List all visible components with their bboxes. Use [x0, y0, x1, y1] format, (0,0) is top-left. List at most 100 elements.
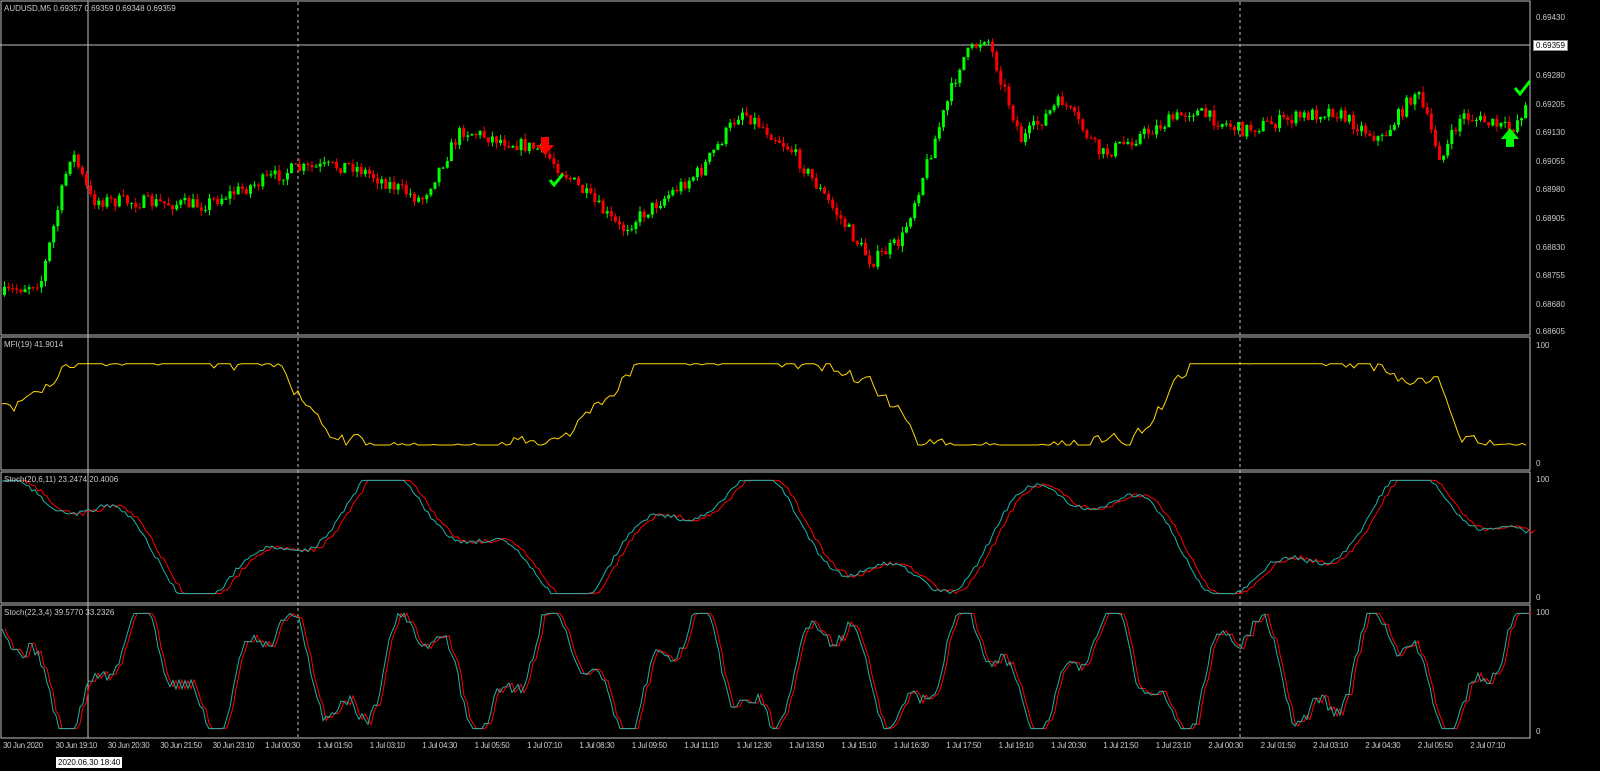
candle-body	[1315, 109, 1318, 120]
candle-body	[646, 214, 650, 218]
candle-body	[376, 178, 380, 184]
candle-body	[1286, 117, 1290, 120]
candle-body	[167, 203, 170, 206]
candle-body	[679, 181, 683, 192]
candle-body	[999, 70, 1003, 85]
candle-body	[1392, 124, 1396, 130]
candle-body	[712, 149, 716, 153]
candle-body	[1060, 96, 1064, 106]
time-tick: 2 Jul 07:10	[1470, 741, 1505, 750]
candle-body	[1110, 154, 1113, 157]
candle-body	[868, 255, 872, 264]
candle-body	[179, 200, 183, 205]
candle-body	[716, 144, 720, 150]
candle-body	[1171, 114, 1175, 120]
candle-body	[663, 198, 667, 206]
candle-body	[35, 287, 39, 289]
candle-body	[581, 184, 585, 194]
candle-body	[417, 197, 421, 202]
candle-body	[1040, 124, 1044, 126]
candle-body	[121, 195, 125, 197]
candle-body	[700, 167, 703, 176]
candle-body	[1196, 110, 1200, 116]
time-tick: 2 Jul 05:50	[1417, 741, 1453, 750]
candle-body	[1462, 113, 1466, 119]
time-tick: 2 Jul 00:30	[1208, 741, 1243, 750]
candle-body	[220, 198, 224, 205]
candle-body	[1167, 114, 1171, 128]
time-tick: 2 Jul 04:30	[1365, 741, 1401, 750]
candle-body	[896, 239, 900, 247]
candle-body	[1282, 115, 1286, 118]
price-tick: 0.68605	[1536, 327, 1565, 336]
candle-body	[224, 198, 228, 200]
candle-body	[1056, 96, 1060, 106]
candle-body	[285, 173, 289, 180]
candle-body	[39, 281, 43, 288]
crosshair-price-label: 0.69359	[1533, 40, 1568, 51]
candle-body	[1388, 129, 1392, 137]
candle-body	[556, 163, 560, 173]
time-tick: 30 Jun 19:10	[55, 741, 97, 750]
candle-body	[732, 122, 736, 125]
stoch1-signal-line	[7, 479, 1536, 595]
candle-body	[146, 195, 150, 197]
time-tick: 1 Jul 08:30	[579, 741, 615, 750]
candle-body	[89, 185, 93, 195]
candle-body	[367, 169, 371, 174]
candle-body	[1151, 133, 1154, 135]
candle-body	[613, 216, 617, 222]
candle-body	[228, 191, 232, 199]
time-tick: 1 Jul 13:50	[789, 741, 824, 750]
candle-body	[978, 44, 982, 48]
candle-body	[302, 163, 306, 171]
candle-body	[290, 163, 293, 174]
candle-body	[1442, 155, 1446, 160]
candle-body	[1265, 121, 1269, 123]
candle-body	[216, 198, 220, 205]
candle-body	[1499, 122, 1503, 127]
candle-body	[474, 133, 478, 136]
candle-body	[253, 184, 257, 186]
candle-body	[950, 82, 954, 102]
candle-body	[786, 146, 790, 150]
candle-body	[1384, 135, 1388, 137]
candle-body	[1011, 105, 1015, 121]
candle-body	[1192, 115, 1195, 117]
candle-body	[843, 218, 847, 227]
time-tick: 30 Jun 2020	[3, 741, 43, 750]
candle-body	[507, 145, 511, 148]
candle-body	[347, 162, 351, 165]
candle-body	[171, 205, 175, 210]
candle-body	[261, 174, 265, 187]
price-tick: 0.68755	[1536, 271, 1565, 280]
time-tick: 1 Jul 00:30	[265, 741, 300, 750]
candle-body	[48, 242, 52, 261]
candle-body	[85, 174, 88, 186]
candle-body	[757, 117, 761, 128]
candle-body	[1380, 135, 1384, 137]
candle-body	[462, 128, 466, 137]
candle-body	[478, 131, 482, 136]
candle-body	[392, 181, 396, 190]
buy-arrow-icon	[1501, 128, 1519, 147]
candle-body	[314, 166, 318, 168]
candle-body	[618, 221, 621, 225]
candle-body	[195, 199, 199, 208]
candle-body	[851, 224, 855, 242]
candle-body	[175, 204, 179, 210]
candle-body	[72, 154, 76, 162]
candle-body	[372, 173, 375, 179]
candle-body	[134, 203, 138, 208]
candle-body	[482, 131, 486, 138]
candle-body	[933, 138, 937, 159]
candle-body	[191, 199, 195, 208]
stoch2-min: 0	[1536, 727, 1541, 736]
pane-frame	[0, 0, 1531, 336]
candle-body	[449, 142, 453, 162]
candle-body	[1007, 86, 1011, 106]
candle-body	[1138, 134, 1142, 144]
sell-arrow-icon	[536, 137, 554, 155]
time-tick: 2 Jul 01:50	[1260, 741, 1296, 750]
